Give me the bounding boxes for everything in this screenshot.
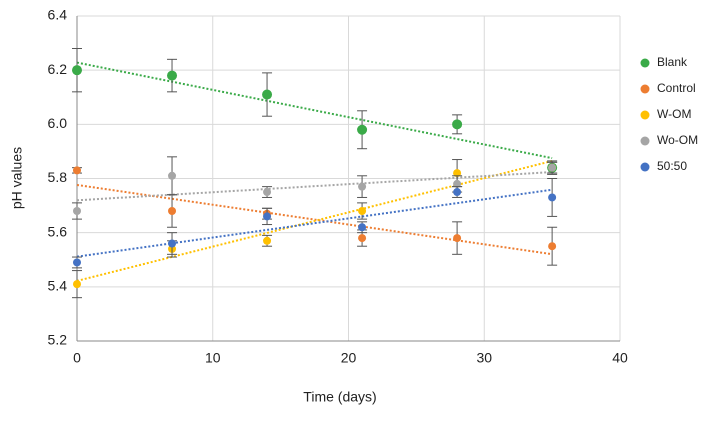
point [358,234,367,243]
point [263,188,272,197]
y-tick-label: 5.6 [48,223,68,239]
point [548,163,557,172]
x-axis-label: Time (days) [303,389,376,405]
legend-marker [640,136,650,146]
legend-label: Wo-OM [657,133,698,147]
point [453,169,462,178]
point [262,89,273,100]
trend-line [76,61,553,160]
point [263,236,272,245]
point [263,212,272,221]
point [358,182,367,191]
point [357,124,368,135]
point [358,223,367,232]
point [453,179,462,188]
point [548,193,557,202]
y-tick-label: 6.0 [48,115,68,131]
point [73,258,81,267]
y-tick-label: 5.2 [48,332,68,348]
point [452,119,463,130]
x-tick-label: 10 [205,350,221,366]
point [358,207,367,215]
x-tick-label: 30 [476,350,492,366]
y-tick-label: 5.8 [48,169,68,185]
legend-marker [640,58,650,68]
legend-marker [640,84,650,94]
point [73,207,81,215]
legend-marker [640,110,650,120]
trend-line [76,188,553,258]
x-tick-label: 0 [73,350,81,366]
point [453,188,462,197]
trend-line [76,171,553,202]
legend-label: Control [657,81,696,95]
point [73,166,81,175]
y-tick-label: 6.2 [48,61,68,77]
legend-label: W-OM [657,107,691,121]
point [168,239,177,248]
point [168,207,177,215]
point [167,70,178,81]
point [453,234,462,243]
x-tick-label: 40 [612,350,628,366]
point [72,65,82,76]
trend-line [76,183,553,256]
y-axis-label: pH values [9,147,25,209]
legend-label: 50:50 [657,159,687,173]
trend-line [76,159,553,282]
x-tick-label: 20 [341,350,357,366]
legend-label: Blank [657,55,688,69]
y-tick-label: 6.4 [48,7,68,23]
y-tick-label: 5.4 [48,278,68,294]
legend-marker [640,162,650,172]
point [548,242,557,251]
point [168,171,177,180]
point [73,280,81,289]
